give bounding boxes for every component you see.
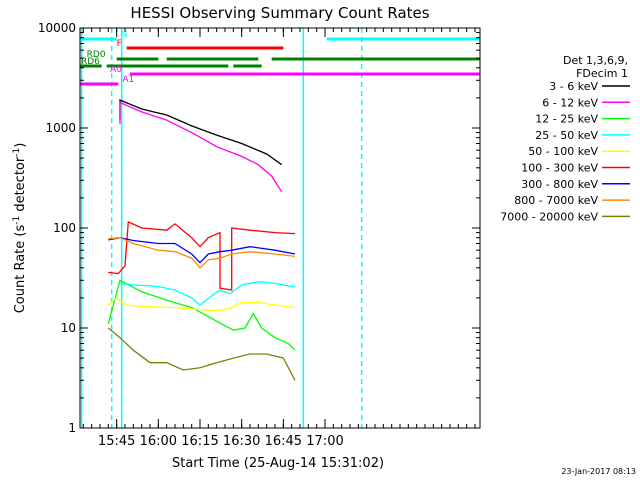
y-tick-label: 1000 [45, 121, 76, 135]
x-tick-label: 16:45 [265, 434, 302, 449]
legend-entry-label: 7000 - 20000 keV [500, 210, 598, 223]
series-line-3 [119, 281, 295, 306]
x-tick-label: 16:15 [181, 434, 218, 449]
series-line-4 [107, 297, 296, 312]
legend-entry-label: 800 - 7000 keV [514, 194, 598, 207]
series-line-8 [107, 327, 296, 381]
flag-label-f: F [117, 39, 122, 49]
y-axis-label: Count Rate (s-1 detector-1) [12, 143, 28, 314]
legend-entry-label: 12 - 25 keV [535, 113, 598, 126]
flag-label-a0: A0 [110, 65, 122, 75]
legend-entry-label: 6 - 12 keV [542, 96, 598, 109]
legend-entry-label: 300 - 800 keV [521, 178, 598, 191]
legend: Det 1,3,6,9, FDecim 1 3 - 6 keV 6 - 12 ke… [500, 54, 630, 223]
series-line-2 [107, 279, 296, 351]
legend-entry-label: 25 - 50 keV [535, 129, 598, 142]
x-tick-label: 17:00 [306, 434, 343, 449]
series-line-7 [108, 237, 296, 269]
flag-label-rd6: RD6 [81, 57, 100, 67]
flag-label-rd0: RD0 [87, 50, 106, 60]
series-line-0 [119, 99, 283, 166]
legend-header-line-1: Det 1,3,6,9, [563, 54, 628, 67]
y-tick-label: 1 [68, 421, 76, 435]
chart-title: HESSI Observing Summary Count Rates [130, 4, 429, 22]
legend-entry-label: 100 - 300 keV [521, 162, 598, 175]
y-axis: 1 10 100 1000 10000 [38, 21, 480, 435]
y-tick-label: 100 [53, 221, 76, 235]
series-line-5 [108, 220, 296, 291]
legend-header-line-2: FDecim 1 [576, 67, 628, 80]
flag-label-a1: A1 [122, 75, 134, 85]
x-tick-label: 16:30 [223, 434, 260, 449]
plot-frame [79, 27, 481, 429]
series-line-6 [108, 237, 296, 264]
legend-entry-label: 3 - 6 keV [549, 80, 598, 93]
x-axis: 15:45 16:00 16:15 16:30 16:45 17:00 [82, 28, 476, 449]
y-tick-label: 10 [61, 321, 76, 335]
x-axis-label: Start Time (25-Aug-14 15:31:02) [172, 456, 384, 471]
y-tick-label: 10000 [38, 21, 76, 35]
x-tick-label: 15:45 [98, 434, 135, 449]
x-tick-label: 16:00 [140, 434, 177, 449]
series-line-1 [119, 101, 283, 193]
legend-entry-label: 50 - 100 keV [528, 145, 598, 158]
footer-date: 23-Jan-2017 08:13 [561, 467, 636, 476]
flag-label-n: N [121, 30, 128, 40]
